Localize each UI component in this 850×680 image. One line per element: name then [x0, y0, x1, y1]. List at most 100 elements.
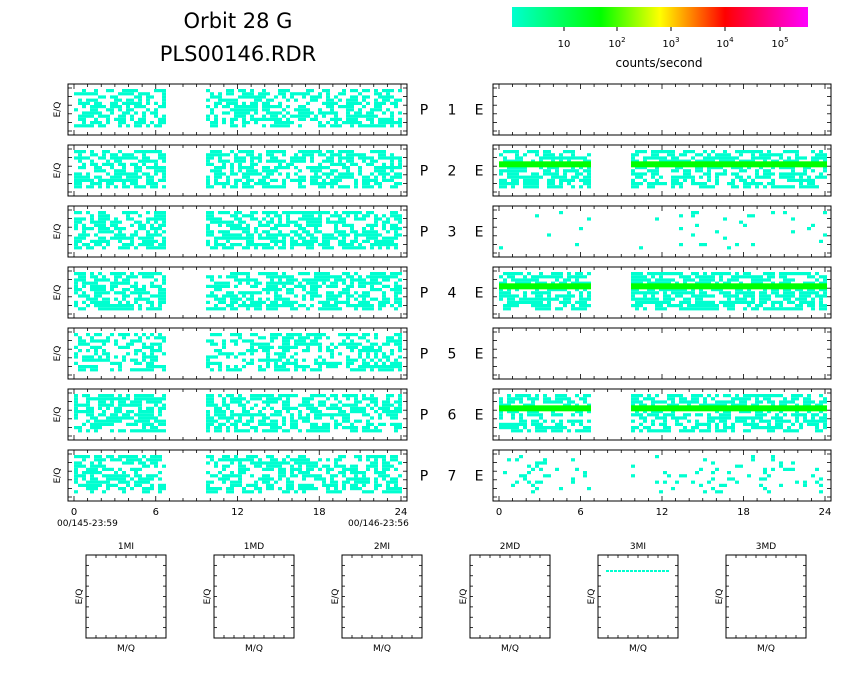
- spectrogram-cell: [142, 288, 146, 292]
- spectrogram-cell: [783, 275, 787, 279]
- spectrogram-cell: [86, 114, 90, 118]
- spectrogram-cell: [667, 288, 671, 292]
- spectrogram-cell: [507, 294, 511, 298]
- spectrogram-cell: [535, 214, 539, 218]
- spectrogram-cell: [767, 294, 771, 298]
- spectrogram-cell: [94, 291, 98, 295]
- spectrogram-cell: [735, 175, 739, 179]
- spectrogram-cell: [314, 272, 318, 276]
- spectrogram-cell: [290, 243, 294, 247]
- spectrogram-band-cell: [507, 161, 511, 168]
- spectrogram-cell: [711, 156, 715, 160]
- spectrogram-cell: [318, 342, 322, 346]
- spectrogram-cell: [771, 211, 775, 215]
- spectrogram-cell: [106, 419, 110, 423]
- spectrogram-cell: [715, 288, 719, 292]
- spectrogram-cell: [318, 336, 322, 340]
- spectrogram-cell: [274, 429, 278, 433]
- spectrogram-cell: [334, 345, 338, 349]
- spectrogram-cell: [246, 349, 250, 353]
- y-axis-label: E/Q: [53, 102, 63, 118]
- spectrogram-cell: [338, 243, 342, 247]
- spectrogram-cell: [126, 211, 130, 215]
- spectrogram-cell: [346, 214, 350, 218]
- spectrogram-cell: [671, 272, 675, 276]
- spectrogram-cell: [126, 403, 130, 407]
- spectrogram-cell: [262, 345, 266, 349]
- spectrogram-cell: [278, 172, 282, 176]
- spectrogram-cell: [294, 333, 298, 337]
- spectrogram-cell: [258, 156, 262, 160]
- spectrogram-cell: [78, 101, 82, 105]
- spectrogram-cell: [282, 349, 286, 353]
- spectrogram-cell: [134, 368, 138, 372]
- spectrogram-cell: [262, 400, 266, 404]
- spectrogram-cell: [290, 300, 294, 304]
- spectrogram-cell: [386, 92, 390, 96]
- spectrogram-cell: [86, 178, 90, 182]
- spectrogram-cell: [362, 89, 366, 93]
- spectrogram-cell: [330, 355, 334, 359]
- spectrogram-cell: [679, 243, 683, 247]
- spectrogram-cell: [390, 114, 394, 118]
- spectrogram-cell: [390, 159, 394, 163]
- spectrogram-cell: [222, 153, 226, 157]
- spectrogram-cell: [158, 294, 162, 298]
- spectrogram-cell: [282, 300, 286, 304]
- spectrogram-cell: [298, 333, 302, 337]
- spectrogram-cell: [106, 291, 110, 295]
- spectrogram-cell: [118, 233, 122, 237]
- spectrogram-cell: [366, 236, 370, 240]
- spectrogram-cell: [334, 111, 338, 115]
- spectrogram-cell: [90, 159, 94, 163]
- spectrogram-cell: [294, 294, 298, 298]
- spectrogram-cell: [358, 121, 362, 125]
- spectrogram-cell: [587, 178, 591, 182]
- spectrogram-cell: [302, 342, 306, 346]
- spectrogram-cell: [294, 108, 298, 112]
- spectrogram-band-cell: [695, 283, 699, 290]
- spectrogram-cell: [655, 278, 659, 282]
- spectrogram-cell: [695, 166, 699, 170]
- spectrogram-band-cell: [735, 161, 739, 168]
- spectrogram-cell: [302, 214, 306, 218]
- spectrogram-cell: [699, 294, 703, 298]
- spectrogram-cell: [246, 223, 250, 227]
- spectrogram-cell: [130, 117, 134, 121]
- spectrogram-cell: [358, 365, 362, 369]
- spectrogram-cell: [158, 349, 162, 353]
- spectrogram-cell: [350, 156, 354, 160]
- spectrogram-cell: [695, 223, 699, 227]
- spectrogram-cell: [134, 169, 138, 173]
- spectrogram-cell: [635, 159, 639, 163]
- spectrogram-cell: [150, 150, 154, 154]
- spectrogram-cell: [138, 397, 142, 401]
- spectrogram-cell: [246, 400, 250, 404]
- spectrogram-band-cell: [503, 283, 507, 290]
- spectrogram-cell: [787, 159, 791, 163]
- spectrogram-cell: [362, 217, 366, 221]
- spectrogram-cell: [142, 342, 146, 346]
- spectrogram-cell: [234, 307, 238, 311]
- spectrogram-cell: [86, 419, 90, 423]
- spectrogram-cell: [82, 281, 86, 285]
- spectrogram-cell: [106, 416, 110, 420]
- spectrogram-cell: [110, 397, 114, 401]
- spectrogram-cell: [126, 98, 130, 102]
- spectrogram-cell: [394, 339, 398, 343]
- spectrogram-cell: [326, 159, 330, 163]
- spectrogram-cell: [146, 429, 150, 433]
- spectrogram-cell: [270, 345, 274, 349]
- spectrogram-cell: [290, 394, 294, 398]
- spectrogram-cell: [266, 169, 270, 173]
- left-panel-4: [67, 266, 408, 319]
- spectrogram-cell: [134, 105, 138, 109]
- spectrogram-cell: [370, 307, 374, 311]
- chart-title: Orbit 28 G: [184, 9, 293, 33]
- spectrogram-cell: [114, 95, 118, 99]
- spectrogram-cell: [314, 422, 318, 426]
- spectrogram-cell: [394, 105, 398, 109]
- spectrogram-cell: [126, 410, 130, 414]
- spectrogram-cell: [739, 220, 743, 224]
- spectrogram-cell: [98, 169, 102, 173]
